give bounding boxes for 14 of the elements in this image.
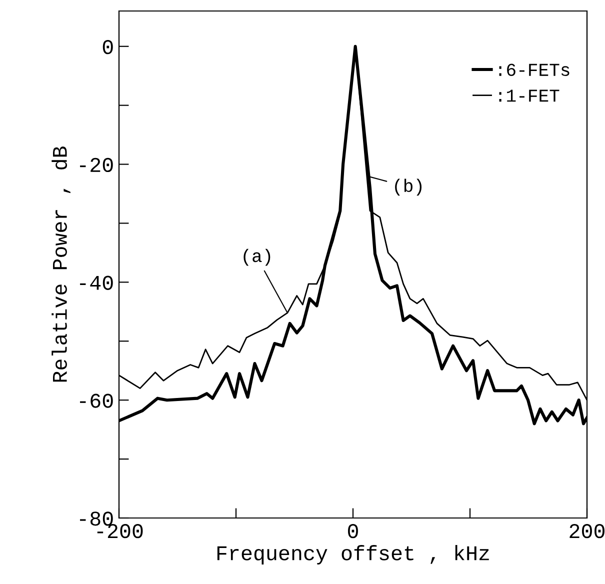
y-axis-title: Relative Power , dB [52,146,70,382]
x-tick-label: 200 [570,524,604,538]
x-tick-label: -200 [97,524,143,538]
y-tick-label: 0 [102,40,113,54]
y-tick-label: -40 [80,276,113,290]
y-tick-label: -60 [80,394,113,408]
x-tick-label: 0 [348,524,358,538]
y-tick-label: -20 [80,158,113,172]
annotation: (a) [244,248,270,266]
y-tick-label: -80 [80,512,113,526]
legend-label: :6-FETs [499,64,570,76]
annotation: (b) [395,178,422,196]
legend-label: :1-FET [499,90,560,102]
x-axis-title: Frequency offset , kHz [217,545,489,564]
